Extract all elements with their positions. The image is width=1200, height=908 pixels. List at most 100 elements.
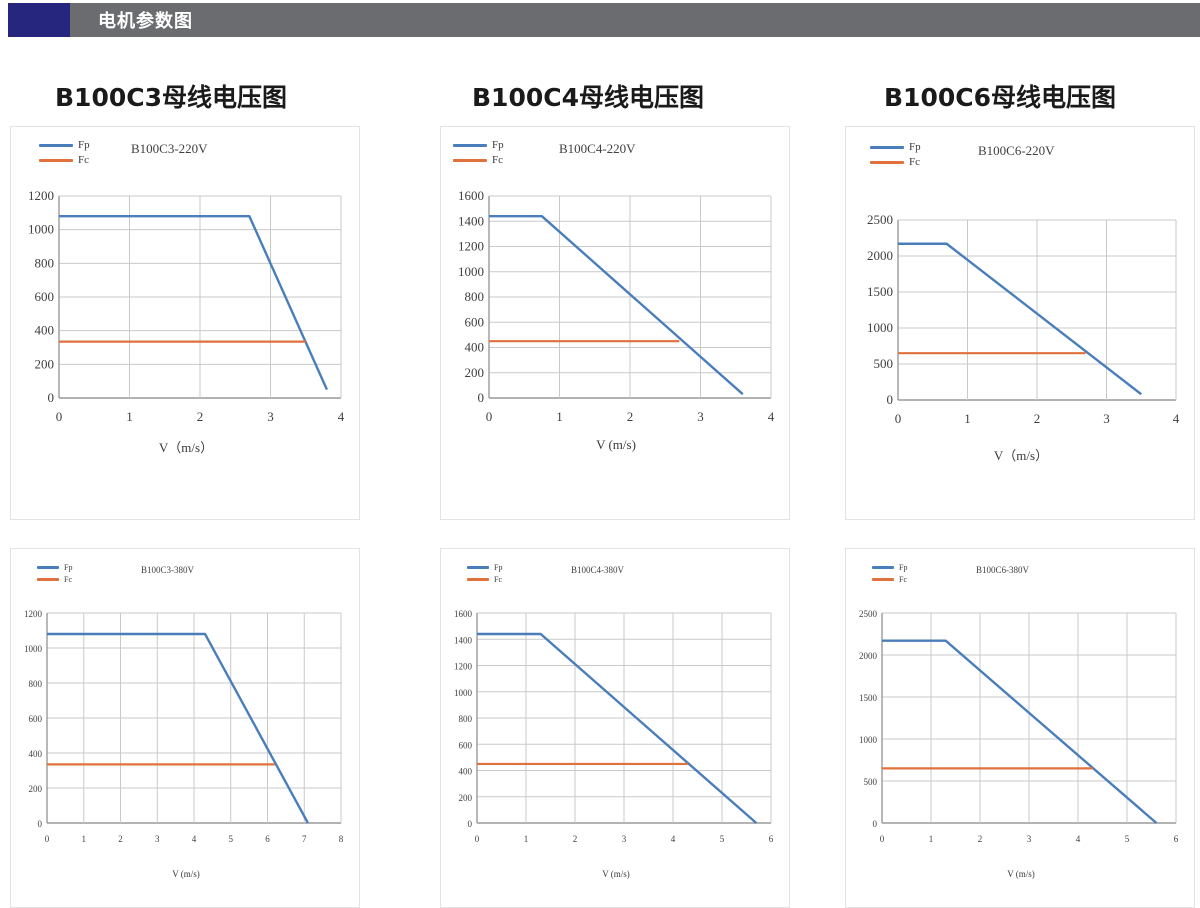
header-bar: 电机参数图 [70, 3, 1200, 37]
legend-item-fc: Fc [453, 154, 504, 166]
y-tick-label: 200 [459, 793, 473, 803]
x-tick-label: 4 [671, 834, 676, 844]
x-tick-label: 4 [768, 409, 775, 424]
legend-item-fc: Fc [37, 575, 72, 584]
y-tick-label: 200 [29, 784, 43, 794]
y-tick-label: 1600 [458, 188, 484, 203]
legend-item-fp: Fp [453, 139, 504, 151]
x-tick-label: 6 [769, 834, 774, 844]
x-tick-label: 2 [573, 834, 578, 844]
chart-panel-b100c3-380v: Fp Fc B100C3-380V 0 200 400 600 800 1000 1200 0 1 2 3… [10, 548, 360, 908]
section-title-b100c4: B100C4母线电压图 [472, 83, 704, 112]
chart-legend: Fp Fc [37, 563, 72, 584]
x-axis-title: V (m/s) [172, 869, 200, 879]
chart-plot-b100c3-380v: 0 200 400 600 800 1000 1200 0 1 2 3 4 5 6 7 8 [24, 609, 344, 844]
x-axis-title: V（m/s） [993, 448, 1049, 463]
legend-item-fp: Fp [870, 141, 921, 153]
y-tick-label: 800 [35, 255, 55, 270]
legend-swatch-fc-icon [39, 158, 73, 162]
chart-title-b100c3-220v: B100C3-220V [131, 141, 208, 156]
chart-title-b100c4-380v: B100C4-380V [571, 565, 625, 575]
chart-plot-b100c4-220v: 0 200 400 600 800 1000 1200 1400 1600 0 1 2 3 4 [458, 188, 775, 424]
y-tick-label: 1000 [24, 644, 43, 654]
x-tick-label: 6 [1174, 834, 1179, 844]
legend-label-fp: Fp [78, 139, 90, 151]
y-tick-label: 400 [29, 749, 43, 759]
legend-swatch-fc-icon [37, 578, 59, 581]
chart-legend: Fp Fc [39, 139, 90, 166]
x-tick-label: 1 [126, 409, 133, 424]
x-tick-label: 5 [720, 834, 725, 844]
legend-label-fp: Fp [492, 139, 504, 151]
legend-swatch-fp-icon [870, 145, 904, 149]
y-tick-label: 400 [35, 323, 55, 338]
chart-title-b100c4-220v: B100C4-220V [559, 141, 636, 156]
y-tick-label: 800 [29, 679, 43, 689]
chart-panel-b100c3-220v: Fp Fc B100C3-220V 0 200 400 600 800 1000 1200 0 1 2 3… [10, 126, 360, 520]
legend-label-fp: Fp [494, 563, 503, 572]
x-tick-label: 0 [45, 834, 50, 844]
x-tick-label: 2 [978, 834, 983, 844]
x-tick-label: 2 [1034, 411, 1041, 426]
y-tick-label: 1000 [859, 735, 878, 745]
y-tick-label: 1000 [454, 688, 473, 698]
legend-item-fp: Fp [467, 563, 502, 572]
x-axis-title: V (m/s) [602, 869, 630, 879]
series-line-fp [477, 632, 758, 824]
legend-swatch-fc-icon [872, 578, 894, 581]
legend-swatch-fc-icon [467, 578, 489, 581]
chart-panel-b100c4-220v: Fp Fc B100C4-220V 0 200 400 600 800 1000 1200 1400… [440, 126, 790, 520]
y-tick-label: 200 [35, 356, 55, 371]
x-tick-label: 4 [1076, 834, 1081, 844]
chart-legend: Fp Fc [453, 139, 504, 166]
x-tick-label: 3 [1027, 834, 1032, 844]
y-tick-label: 1600 [454, 609, 473, 619]
x-tick-label: 4 [338, 409, 345, 424]
y-tick-label: 2500 [859, 609, 878, 619]
legend-item-fc: Fc [467, 575, 502, 584]
x-tick-label: 2 [627, 409, 634, 424]
x-tick-label: 5 [229, 834, 234, 844]
chart-legend: Fp Fc [467, 563, 502, 584]
legend-label-fc: Fc [492, 154, 503, 166]
x-tick-label: 4 [1173, 411, 1180, 426]
x-tick-label: 3 [622, 834, 627, 844]
series-line-fp [59, 214, 328, 391]
page-header: 电机参数图 [0, 3, 1200, 37]
series-line-fp [882, 639, 1158, 824]
x-tick-label: 2 [197, 409, 204, 424]
y-tick-label: 0 [887, 392, 894, 407]
y-tick-label: 600 [35, 289, 55, 304]
chart-panel-b100c4-380v: Fp Fc B100C4-380V 0 200 400 600 800 1000 1200 1400… [440, 548, 790, 908]
y-tick-label: 600 [465, 314, 485, 329]
x-tick-label: 3 [697, 409, 704, 424]
x-tick-label: 8 [339, 834, 344, 844]
y-tick-label: 1200 [454, 662, 473, 672]
chart-plot-b100c6-220v: 0 500 1000 1500 2000 2500 0 1 2 3 4 [867, 212, 1180, 426]
legend-item-fc: Fc [870, 156, 921, 168]
chart-panel-b100c6-220v: Fp Fc B100C6-220V 0 500 1000 1500 2000 2500 0 1 2 3 4… [845, 126, 1195, 520]
y-tick-label: 500 [874, 356, 894, 371]
page-title: 电机参数图 [98, 11, 193, 32]
legend-label-fc: Fc [64, 575, 72, 584]
x-axis-title: V（m/s） [158, 440, 214, 455]
series-line-fp [47, 632, 309, 824]
y-tick-label: 1000 [28, 222, 54, 237]
x-tick-label: 1 [82, 834, 87, 844]
chart-plot-b100c3-220v: 0 200 400 600 800 1000 1200 0 1 2 3 4 [28, 188, 345, 424]
y-tick-label: 600 [459, 740, 473, 750]
legend-label-fp: Fp [909, 141, 921, 153]
y-tick-label: 200 [465, 365, 485, 380]
legend-item-fc: Fc [39, 154, 90, 166]
y-tick-label: 1200 [24, 609, 43, 619]
y-tick-label: 400 [459, 767, 473, 777]
legend-label-fc: Fc [899, 575, 907, 584]
y-tick-label: 500 [864, 777, 878, 787]
x-tick-label: 6 [265, 834, 270, 844]
section-title-b100c6: B100C6母线电压图 [884, 83, 1116, 112]
y-tick-label: 2000 [859, 651, 878, 661]
legend-item-fp: Fp [39, 139, 90, 151]
y-tick-label: 1400 [458, 213, 484, 228]
x-tick-label: 0 [880, 834, 885, 844]
chart-title-b100c6-380v: B100C6-380V [976, 565, 1030, 575]
